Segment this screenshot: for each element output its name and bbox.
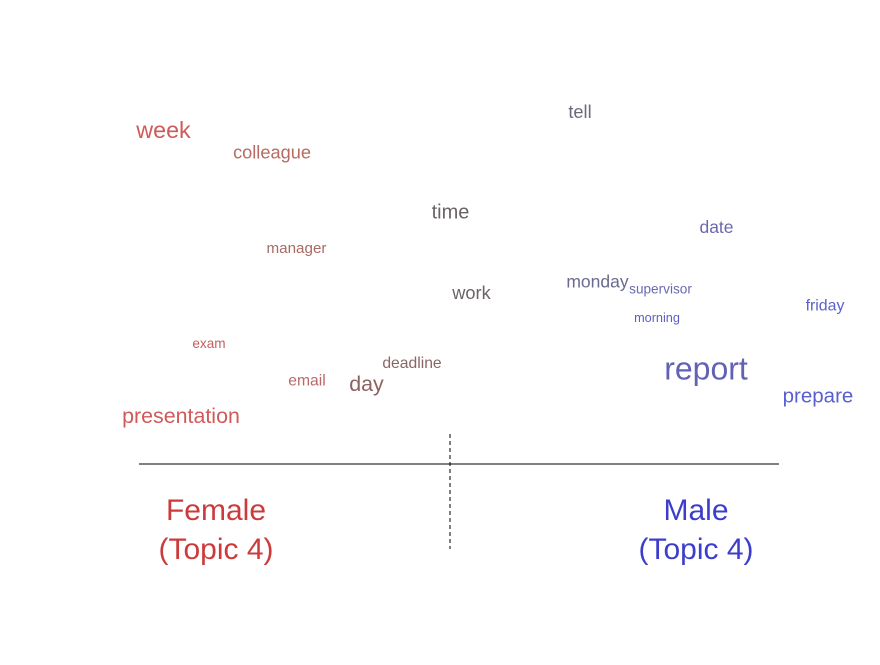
word-report: report — [664, 351, 748, 387]
word-work: work — [451, 283, 491, 303]
word-week: week — [135, 117, 191, 143]
word-tell: tell — [568, 102, 591, 122]
word-exam: exam — [192, 336, 225, 351]
word-colleague: colleague — [233, 142, 311, 162]
word-monday: monday — [566, 272, 629, 292]
word-manager: manager — [267, 240, 327, 257]
word-date: date — [699, 217, 733, 237]
group-labels: Female (Topic 4) Male (Topic 4) — [158, 494, 753, 566]
group-label-right: Male (Topic 4) — [638, 494, 753, 566]
words-layer: week colleague tell time date manager monday su… — [122, 102, 853, 428]
word-prepare: prepare — [783, 385, 854, 408]
word-deadline: deadline — [382, 355, 442, 372]
word-email: email — [288, 372, 326, 389]
group-label-left: Female (Topic 4) — [158, 494, 273, 566]
word-friday: friday — [806, 298, 845, 315]
word-day: day — [349, 372, 384, 396]
word-time: time — [432, 202, 470, 224]
word-morning: morning — [634, 311, 680, 325]
word-supervisor: supervisor — [629, 281, 692, 296]
word-presentation: presentation — [122, 404, 240, 428]
